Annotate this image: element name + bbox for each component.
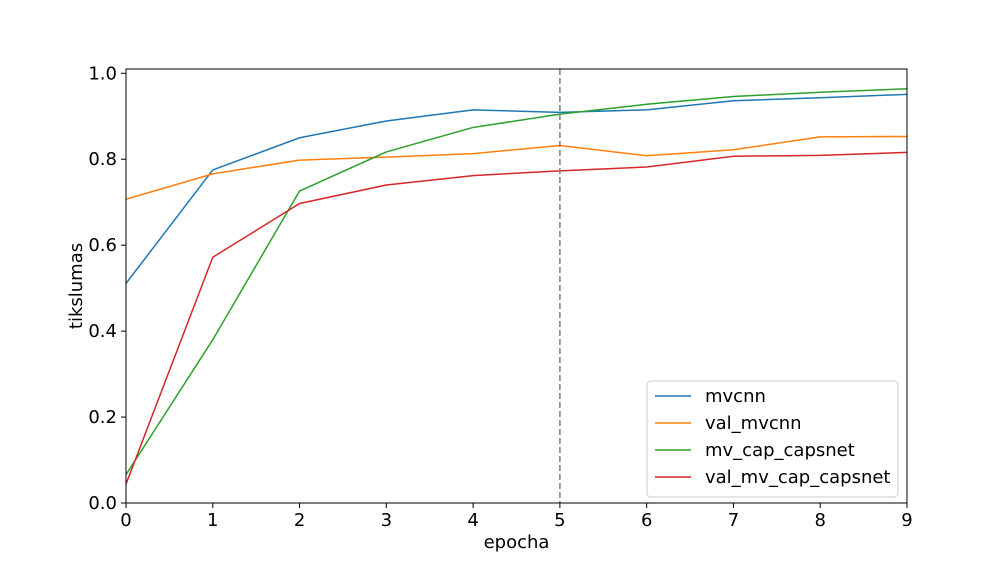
y-tick-label: 0.8 (88, 149, 117, 170)
y-tick-label: 1.0 (88, 63, 117, 84)
legend-label-mv_cap_capsnet: mv_cap_capsnet (705, 440, 855, 461)
x-tick-label: 5 (554, 510, 565, 531)
legend-label-mvcnn: mvcnn (705, 386, 766, 407)
series-line-mvcnn (125, 93, 908, 284)
x-tick-label: 6 (641, 510, 652, 531)
y-tick-label: 0.2 (88, 407, 117, 428)
x-tick-label: 0 (120, 510, 131, 531)
x-tick-label: 7 (728, 510, 739, 531)
legend-label-val_mv_cap_capsnet: val_mv_cap_capsnet (705, 467, 891, 488)
x-tick-label: 2 (294, 510, 305, 531)
series-line-val_mvcnn (125, 135, 908, 200)
legend: mvcnn val_mvcnn mv_cap_capsnet val_mv_cap_c… (646, 380, 899, 498)
x-tick-label: 3 (381, 510, 392, 531)
y-tick-label: 0.0 (88, 493, 117, 514)
plot-area (125, 69, 908, 503)
x-axis: 0 1 2 3 4 5 6 7 8 9 (120, 503, 913, 531)
axes-frame (125, 68, 908, 504)
y-tick-label: 0.4 (88, 321, 117, 342)
x-tick-label: 8 (814, 510, 825, 531)
x-tick-label: 9 (901, 510, 912, 531)
legend-label-val_mvcnn: val_mvcnn (705, 413, 802, 434)
y-tick-label: 0.6 (88, 235, 117, 256)
legend-box (646, 380, 899, 498)
x-tick-label: 4 (467, 510, 478, 531)
series-line-mv_cap_capsnet (125, 88, 908, 476)
y-axis-label: tikslumas (66, 243, 87, 329)
y-axis: 0.0 0.2 0.4 0.6 0.8 1.0 (88, 63, 126, 514)
x-axis-label: epocha (484, 532, 550, 553)
x-tick-label: 1 (207, 510, 218, 531)
series-line-val_mv_cap_capsnet (125, 151, 908, 485)
